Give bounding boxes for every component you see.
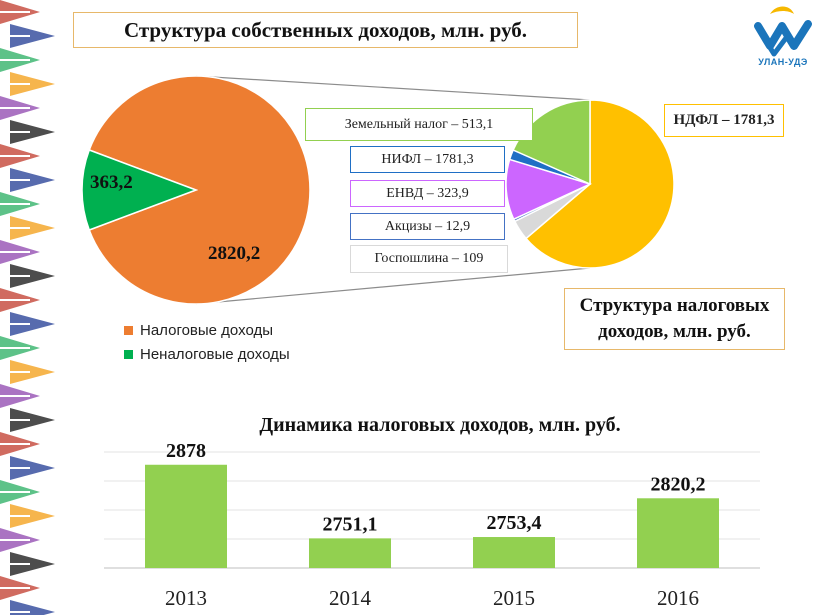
legend-item-nontax: Неналоговые доходы [124, 346, 290, 363]
label-gosposhlina: Госпошлина – 109 [350, 245, 508, 273]
own-income-pie: 2820,2 363,2 [81, 75, 311, 305]
logo-caption: УЛАН-УДЭ [758, 57, 808, 67]
x-tick-label-2016: 2016 [657, 586, 699, 610]
tax-dynamics-bars: 2878 2013 2751,1 2014 2753,4 2015 2820,2 2016 [104, 440, 760, 610]
connector-bottom [195, 267, 591, 305]
x-tick-label-2014: 2014 [329, 586, 372, 610]
connector-top [195, 75, 591, 101]
bar-value-label-2013: 2878 [166, 440, 206, 462]
legend-item-tax: Налоговые доходы [124, 322, 273, 339]
pie-slice-ndfl [525, 99, 675, 269]
label-excise: Акцизы – 12,9 [350, 213, 505, 240]
pie-label-tax: 2820,2 [208, 243, 260, 264]
bar-2015 [473, 537, 555, 568]
city-logo-icon [754, 6, 812, 57]
pie-slice-envd [505, 158, 593, 221]
bar-2014 [309, 538, 391, 568]
bar-2016 [637, 498, 719, 568]
label-land-tax: Земельный налог – 513,1 [305, 108, 533, 141]
pie-slice-tax [88, 75, 311, 305]
tax-income-title: Структура налоговых доходов, млн. руб. [564, 288, 785, 350]
x-tick-label-2013: 2013 [165, 586, 207, 610]
bar-value-label-2016: 2820,2 [651, 473, 706, 495]
pie-slice-nontax [81, 149, 199, 231]
bar-value-label-2014: 2751,1 [323, 513, 378, 535]
bar-chart-title: Динамика налоговых доходов, млн. руб. [259, 414, 621, 436]
pie-slice-land-tax [512, 99, 591, 186]
label-envd: ЕНВД – 323,9 [350, 180, 505, 207]
own-income-title: Структура собственных доходов, млн. руб. [73, 12, 578, 48]
ornament-strip [0, 0, 60, 615]
label-nifl: НИФЛ – 1781,3 [350, 146, 505, 173]
label-ndfl: НДФЛ – 1781,3 [664, 104, 784, 137]
tax-income-pie [505, 99, 675, 269]
x-tick-label-2015: 2015 [493, 586, 535, 610]
bar-value-label-2015: 2753,4 [487, 512, 542, 534]
bar-2013 [145, 464, 227, 568]
pie-label-nontax: 363,2 [90, 172, 133, 193]
